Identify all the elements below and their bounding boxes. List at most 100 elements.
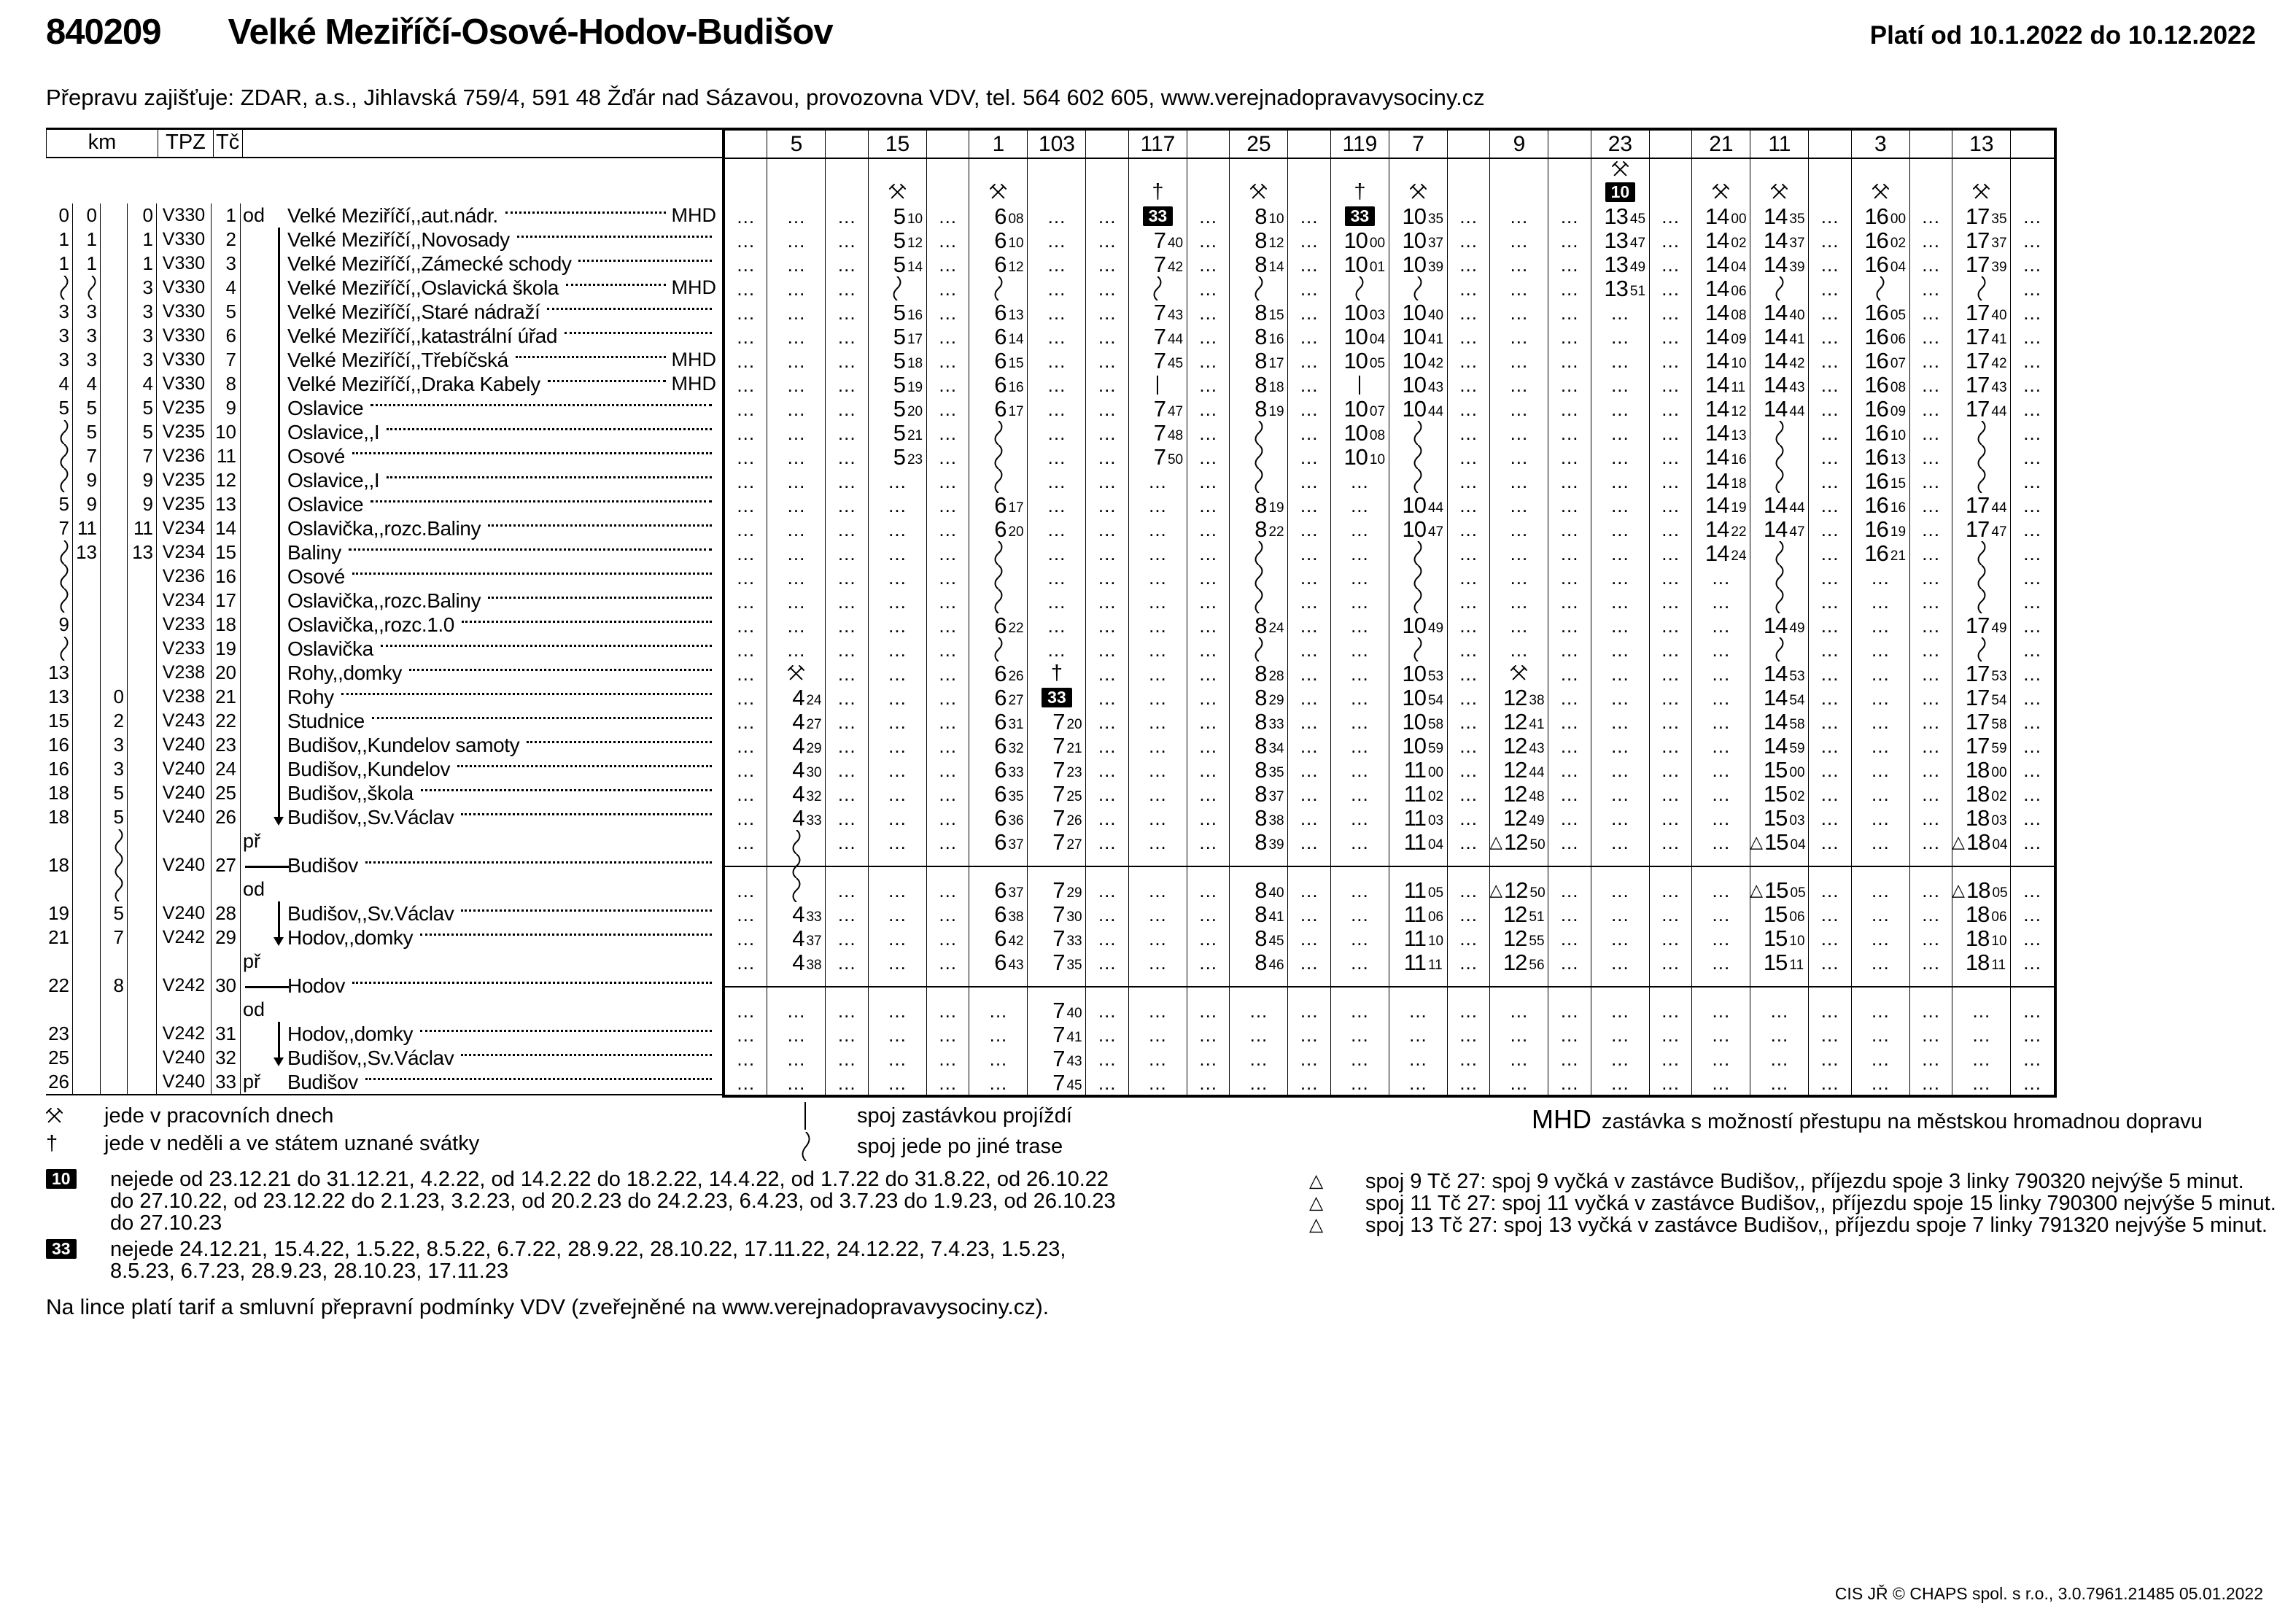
time-cell: 6 37 (969, 877, 1028, 903)
station-row: 21 7 V242 29 Hodov,,domky (46, 926, 722, 950)
tc-cell: 2 (212, 228, 241, 252)
dotted-leader (352, 981, 712, 984)
tpz-cell: V240 (157, 733, 212, 757)
time-cell: 11 00 (1389, 757, 1448, 783)
time-cell: 8 40 (1230, 877, 1289, 903)
filler-cell: ... (826, 349, 869, 373)
direction-arrow-line (278, 372, 280, 396)
time-cell (1490, 854, 1549, 878)
symbol-cell (1230, 159, 1289, 179)
time-cell: ... (1591, 734, 1650, 758)
time-cell: 10 59 (1389, 733, 1448, 758)
filler-cell: ... (826, 517, 869, 541)
filler-cell: ... (1448, 276, 1491, 300)
time-cell (1490, 974, 1549, 998)
arrival-departure-label: př (243, 1071, 261, 1093)
time-cell: 10 40 (1389, 300, 1448, 325)
time-cell: ... (1490, 1047, 1549, 1071)
time-cell: 15 06 (1750, 901, 1810, 927)
filler-cell: ... (826, 950, 869, 974)
time-cell: ... (767, 565, 826, 589)
filler-cell: ... (927, 758, 970, 782)
time-cell (1952, 421, 2012, 445)
time-cell: ... (767, 325, 826, 349)
filler-cell: ... (1650, 926, 1693, 950)
station-name-cell: Velké Meziříčí,,Draka Kabely MHD (241, 372, 722, 396)
time-cell (1230, 637, 1289, 661)
station-name-cell: Velké Meziříčí,,Oslavická škola MHD (241, 276, 722, 300)
filler-cell: ... (1910, 782, 1953, 806)
km-cell: 9 (73, 468, 101, 492)
filler-cell: ... (1448, 878, 1491, 902)
km-cell: 21 (46, 926, 73, 950)
time-cell: 6 37 (969, 829, 1028, 855)
filler-cell: ... (1548, 228, 1591, 252)
time-cell: 7 45 (1028, 1070, 1087, 1095)
filler-cell: ... (725, 806, 768, 830)
filler-cell: ... (1910, 637, 1953, 661)
km-cell (73, 709, 101, 733)
grid-data-row: ......... 5 19... 6 16......... 8 18... 10 43...… (725, 372, 2054, 397)
grid-data-row: ........................................… (725, 468, 2054, 494)
station-name: Velké Meziříčí,,Novosady (287, 228, 510, 251)
filler-cell: ... (826, 661, 869, 686)
note-10-text: nejede od 23.12.21 do 31.12.21, 4.2.22, … (110, 1168, 1116, 1235)
station-row: 3 3 3 V330 5 Velké Meziříčí,,Staré nádraží (46, 300, 722, 324)
left-rows: 0 0 0 V330 1 od Velké Meziříčí,,aut.nádr. MHD 1 1… (46, 203, 722, 1094)
filler-cell: ... (1910, 613, 1953, 637)
km-cell (128, 998, 157, 1022)
time-cell: ... (1852, 1047, 1910, 1071)
time-cell: ... (1331, 878, 1389, 902)
station-row: 16 3 V240 24 Budišov,,Kundelov (46, 757, 722, 781)
km-cell: 3 (46, 324, 73, 348)
dotted-leader (420, 788, 712, 791)
filler-cell: ... (725, 349, 768, 373)
direction-arrow-line (278, 901, 280, 926)
km-cell (101, 877, 128, 901)
km-cell: 9 (46, 613, 73, 637)
time-cell (1389, 565, 1448, 589)
filler-cell: ... (1086, 469, 1129, 493)
time-cell: 18 03 (1952, 805, 2012, 831)
time-cell: 6 15 (969, 348, 1028, 373)
triangle-note: △ spoj 11 Tč 27: spoj 11 vyčká v zastávce… (1309, 1192, 2276, 1215)
time-cell: 16 21 (1852, 540, 1910, 566)
time-cell: 10 49 (1389, 613, 1448, 638)
tc-cell: 33 (212, 1070, 241, 1094)
time-cell (969, 421, 1028, 445)
km-cell (101, 228, 128, 252)
time-cell: ... (767, 300, 826, 325)
time-cell: 4 33 (767, 901, 826, 927)
filler-cell: ... (1650, 276, 1693, 300)
filler-cell: ... (2023, 710, 2041, 733)
symbol-cell (1389, 179, 1448, 204)
km-cell (73, 564, 101, 589)
connection-number: 13 (1952, 131, 2012, 158)
time-cell: 16 15 (1852, 468, 1910, 494)
time-cell: ... (1591, 421, 1650, 445)
km-cell: 3 (128, 300, 157, 324)
time-cell: ... (969, 1023, 1028, 1047)
time-cell: ... (1028, 517, 1087, 541)
filler-cell: ... (1809, 445, 1852, 469)
time-cell: ... (1692, 1023, 1751, 1047)
grid-data-row: .................. 7 41...................… (725, 1022, 2054, 1047)
km-cell: 9 (128, 492, 157, 516)
km-cell: 16 (46, 733, 73, 757)
filler-cell: ... (826, 782, 869, 806)
tc-cell: 28 (212, 901, 241, 926)
km-cell (101, 324, 128, 348)
tc-cell: 27 (212, 853, 241, 877)
filler-cell: ... (1910, 252, 1953, 276)
filler-cell: ... (1187, 830, 1230, 854)
tc-cell: 21 (212, 685, 241, 709)
filler-cell: ... (1187, 782, 1230, 806)
filler-cell: ... (1548, 830, 1591, 854)
time-cell: 14 47 (1750, 516, 1810, 542)
time-cell: 18 10 (1952, 926, 2012, 951)
km-cell (101, 540, 128, 564)
grid-data-row: ............... 6 20............ 8 22...... 1… (725, 516, 2054, 542)
symbol-cell (1288, 179, 1331, 204)
time-cell: ... (1331, 710, 1389, 734)
station-name: Budišov (287, 1070, 358, 1093)
